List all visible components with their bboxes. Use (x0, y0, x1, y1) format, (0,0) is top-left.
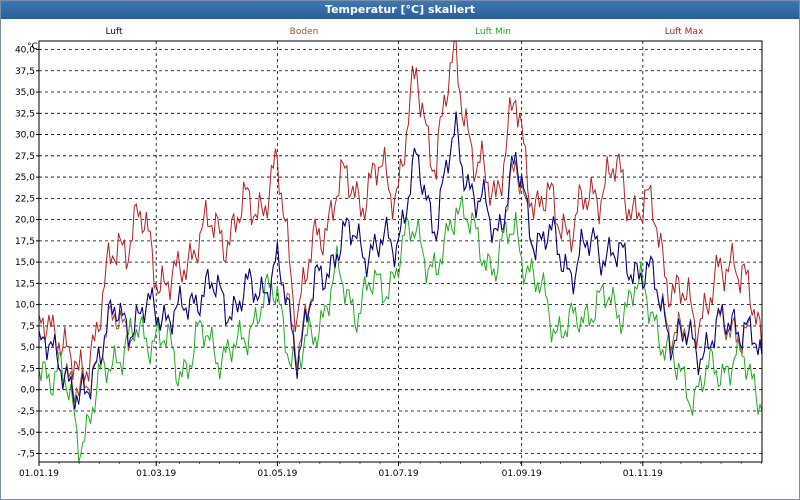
y-tick-label: 27,5 (15, 152, 35, 162)
y-tick-label: 10,0 (15, 301, 35, 311)
x-tick-label: 01.11.19 (623, 469, 663, 479)
plot-frame (38, 40, 763, 463)
x-tick-label: 01.07.19 (378, 469, 418, 479)
x-tick-label: 01.05.19 (257, 469, 297, 479)
legend-entry: Luft Min (475, 27, 511, 37)
x-tick-label: 01.03.19 (136, 469, 176, 479)
temperature-chart: 40,0 37,5 35,0 32,5 30,0 27,5 25,0 22,5 20,0 17,5… (15, 27, 763, 479)
y-tick-label: 40,0 (15, 46, 35, 56)
y-axis-label: °C (27, 42, 38, 52)
y-axis: 40,0 37,5 35,0 32,5 30,0 27,5 25,0 22,5 20,0 17,5… (15, 46, 39, 459)
y-tick-label: 7,5 (21, 322, 35, 332)
x-axis: 01.01.19 01.03.19 01.05.19 01.07.19 01.09.19… (19, 462, 762, 479)
y-tick-label: 12,5 (15, 279, 35, 289)
y-tick-label: -5,0 (17, 428, 35, 438)
y-tick-label: 15,0 (15, 258, 35, 268)
y-tick-label: 35,0 (15, 88, 35, 98)
y-tick-label: -7,5 (17, 449, 35, 459)
y-tick-label: 2,5 (21, 364, 35, 374)
series-lines (38, 40, 763, 463)
y-tick-label: 32,5 (15, 109, 35, 119)
legend-entry: Boden (290, 27, 319, 37)
x-tick-label: 01.01.19 (19, 469, 59, 479)
legend-entry: Luft (105, 27, 123, 37)
x-tick-label: 01.09.19 (502, 469, 542, 479)
grid (39, 41, 762, 462)
series-line-luft-max (38, 40, 763, 382)
legend: Luft Boden Luft Min Luft Max (105, 27, 704, 37)
y-tick-label: 20,0 (15, 216, 35, 226)
y-tick-label: 0,0 (21, 386, 36, 396)
window-title: Temperatur [°C] skaliert (1, 1, 799, 19)
y-tick-label: 17,5 (15, 237, 35, 247)
y-tick-label: 5,0 (21, 343, 36, 353)
y-tick-label: 22,5 (15, 194, 35, 204)
y-tick-label: -2,5 (17, 407, 35, 417)
series-line-luft (38, 111, 763, 410)
y-tick-label: 30,0 (15, 131, 35, 141)
series-line-luft-min (38, 195, 763, 463)
legend-entry: Luft Max (665, 27, 704, 37)
y-tick-label: 37,5 (15, 67, 35, 77)
y-tick-label: 25,0 (15, 173, 35, 183)
